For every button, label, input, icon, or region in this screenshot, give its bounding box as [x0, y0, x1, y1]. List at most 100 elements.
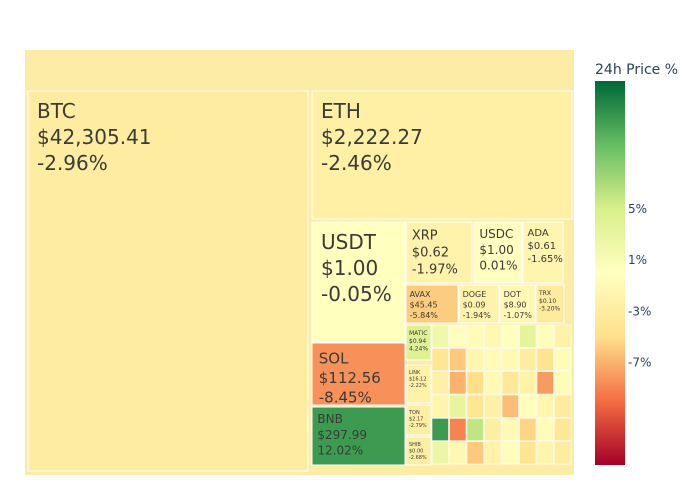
tile-symbol: AVAX	[410, 290, 431, 299]
tile-rect[interactable]	[311, 342, 406, 406]
treemap-small-tile[interactable]	[519, 441, 537, 465]
tile-change: -1.65%	[528, 254, 563, 265]
treemap-small-tile[interactable]	[519, 348, 537, 371]
tile-symbol: ADA	[528, 228, 549, 239]
treemap-small-tile[interactable]	[484, 348, 502, 371]
treemap-small-tile[interactable]	[466, 394, 484, 418]
tile-rect[interactable]	[405, 221, 473, 284]
tile-price: $0.00	[409, 449, 423, 455]
treemap-small-tile[interactable]	[466, 324, 484, 348]
treemap-small-tile[interactable]	[519, 324, 537, 348]
tile-rect[interactable]	[535, 284, 565, 324]
treemap-tile-sol[interactable]: SOL $112.56-8.45%	[311, 342, 406, 406]
treemap-tile-avax[interactable]: AVAX$45.45 -5.84%	[405, 284, 459, 324]
treemap-small-tile[interactable]	[431, 418, 449, 441]
tile-rect[interactable]	[405, 404, 432, 436]
treemap-small-tile[interactable]	[466, 371, 484, 395]
treemap-small-tile[interactable]	[554, 371, 572, 395]
treemap-small-tile[interactable]	[501, 371, 519, 395]
treemap-small-tile[interactable]	[501, 324, 519, 348]
treemap-small-tile[interactable]	[536, 324, 554, 348]
treemap-tile-dot[interactable]: DOT$8.90 -1.07%	[499, 284, 536, 324]
treemap-small-tile[interactable]	[554, 348, 572, 371]
treemap-small-tile[interactable]	[501, 348, 519, 371]
tile-symbol: USDT	[321, 230, 377, 254]
tile-change: -2.79%	[409, 423, 427, 429]
treemap-tile-ada[interactable]: ADA $0.61 -1.65%	[522, 221, 564, 284]
tile-rect[interactable]	[499, 284, 536, 324]
treemap-small-tile[interactable]	[519, 371, 537, 395]
treemap-small-tile[interactable]	[519, 418, 537, 441]
colorbar-tick-label: -7%	[628, 356, 651, 370]
tile-rect[interactable]	[458, 284, 500, 324]
treemap-small-tile[interactable]	[484, 418, 502, 441]
tile-price: $297.99	[317, 428, 367, 442]
treemap-small-tile[interactable]	[519, 394, 537, 418]
treemap-small-tile[interactable]	[536, 418, 554, 441]
tile-rect[interactable]	[311, 221, 406, 343]
treemap-small-tile[interactable]	[484, 441, 502, 465]
treemap-small-tile[interactable]	[449, 418, 467, 441]
colorbar-tick-label: 5%	[628, 202, 647, 216]
tile-rect[interactable]	[311, 90, 573, 220]
treemap-small-tile[interactable]	[431, 394, 449, 418]
treemap-small-tile[interactable]	[431, 371, 449, 395]
treemap-tile-ton[interactable]: TON$2.17-2.79%	[405, 404, 432, 436]
treemap-tile-eth[interactable]: ETH$2,222.27-2.46%	[311, 90, 573, 220]
treemap-small-tile[interactable]	[484, 371, 502, 395]
tile-rect[interactable]	[522, 221, 564, 284]
treemap-tile-link[interactable]: LINK$16.12-2.22%	[405, 364, 432, 404]
tile-price: $2,222.27	[321, 125, 423, 149]
treemap-small-tile[interactable]	[431, 324, 449, 348]
tile-rect[interactable]	[405, 364, 432, 404]
tile-change: -2.46%	[321, 151, 392, 175]
tile-price: $8.90	[504, 300, 527, 309]
treemap-small-tile[interactable]	[501, 394, 519, 418]
tile-change: -1.97%	[412, 262, 458, 277]
treemap-small-tile[interactable]	[536, 394, 554, 418]
tile-symbol: DOGE	[463, 290, 487, 299]
treemap-small-tile[interactable]	[466, 441, 484, 465]
tile-price: $1.00	[321, 256, 378, 280]
tile-rect[interactable]	[27, 90, 309, 472]
treemap-tile-doge[interactable]: DOGE$0.09 -1.94%	[458, 284, 500, 324]
treemap-small-tile[interactable]	[449, 371, 467, 395]
treemap-tile-usdc[interactable]: USDC $1.000.01%	[473, 221, 523, 284]
tile-rect[interactable]	[405, 324, 432, 361]
treemap-small-tile[interactable]	[431, 441, 449, 465]
treemap-small-tile[interactable]	[536, 371, 554, 395]
tile-rect[interactable]	[473, 221, 523, 284]
treemap-small-tile[interactable]	[449, 324, 467, 348]
tile-rect[interactable]	[405, 284, 459, 324]
treemap-small-tile[interactable]	[449, 348, 467, 371]
treemap-small-tile[interactable]	[484, 394, 502, 418]
treemap-tile-trx[interactable]: TRX$0.10-3.20%	[535, 284, 565, 324]
treemap-small-tile[interactable]	[484, 324, 502, 348]
treemap-small-tile[interactable]	[466, 418, 484, 441]
treemap-small-tile[interactable]	[536, 348, 554, 371]
treemap-small-tile[interactable]	[449, 394, 467, 418]
treemap-small-tile[interactable]	[554, 324, 572, 348]
treemap-small-tile[interactable]	[554, 418, 572, 441]
tile-change: -1.94%	[463, 311, 492, 320]
treemap-tile-xrp[interactable]: XRP$0.62 -1.97%	[405, 221, 473, 284]
tile-rect[interactable]	[311, 406, 406, 466]
treemap-tile-shib[interactable]: SHIB$0.00-2.68%	[405, 436, 432, 466]
treemap-tile-btc[interactable]: BTC$42,305.41-2.96%	[27, 90, 309, 472]
treemap-small-tile[interactable]	[449, 441, 467, 465]
treemap-small-tile[interactable]	[431, 348, 449, 371]
treemap-small-tile[interactable]	[554, 441, 572, 465]
colorbar-tick-label: -3%	[628, 304, 651, 318]
treemap-small-tile[interactable]	[466, 348, 484, 371]
treemap-small-tile[interactable]	[536, 441, 554, 465]
treemap-small-tile[interactable]	[554, 394, 572, 418]
treemap-tile-matic[interactable]: MATIC$0.944.24%	[405, 324, 432, 361]
treemap-tile-usdt[interactable]: USDT$1.00-0.05%	[311, 221, 406, 343]
treemap-small-tile[interactable]	[501, 441, 519, 465]
tile-symbol: TRX	[538, 290, 551, 297]
treemap-small-tile[interactable]	[501, 418, 519, 441]
tile-price: $42,305.41	[37, 125, 152, 149]
tile-price: $0.94	[409, 338, 426, 345]
tile-rect[interactable]	[405, 436, 432, 466]
